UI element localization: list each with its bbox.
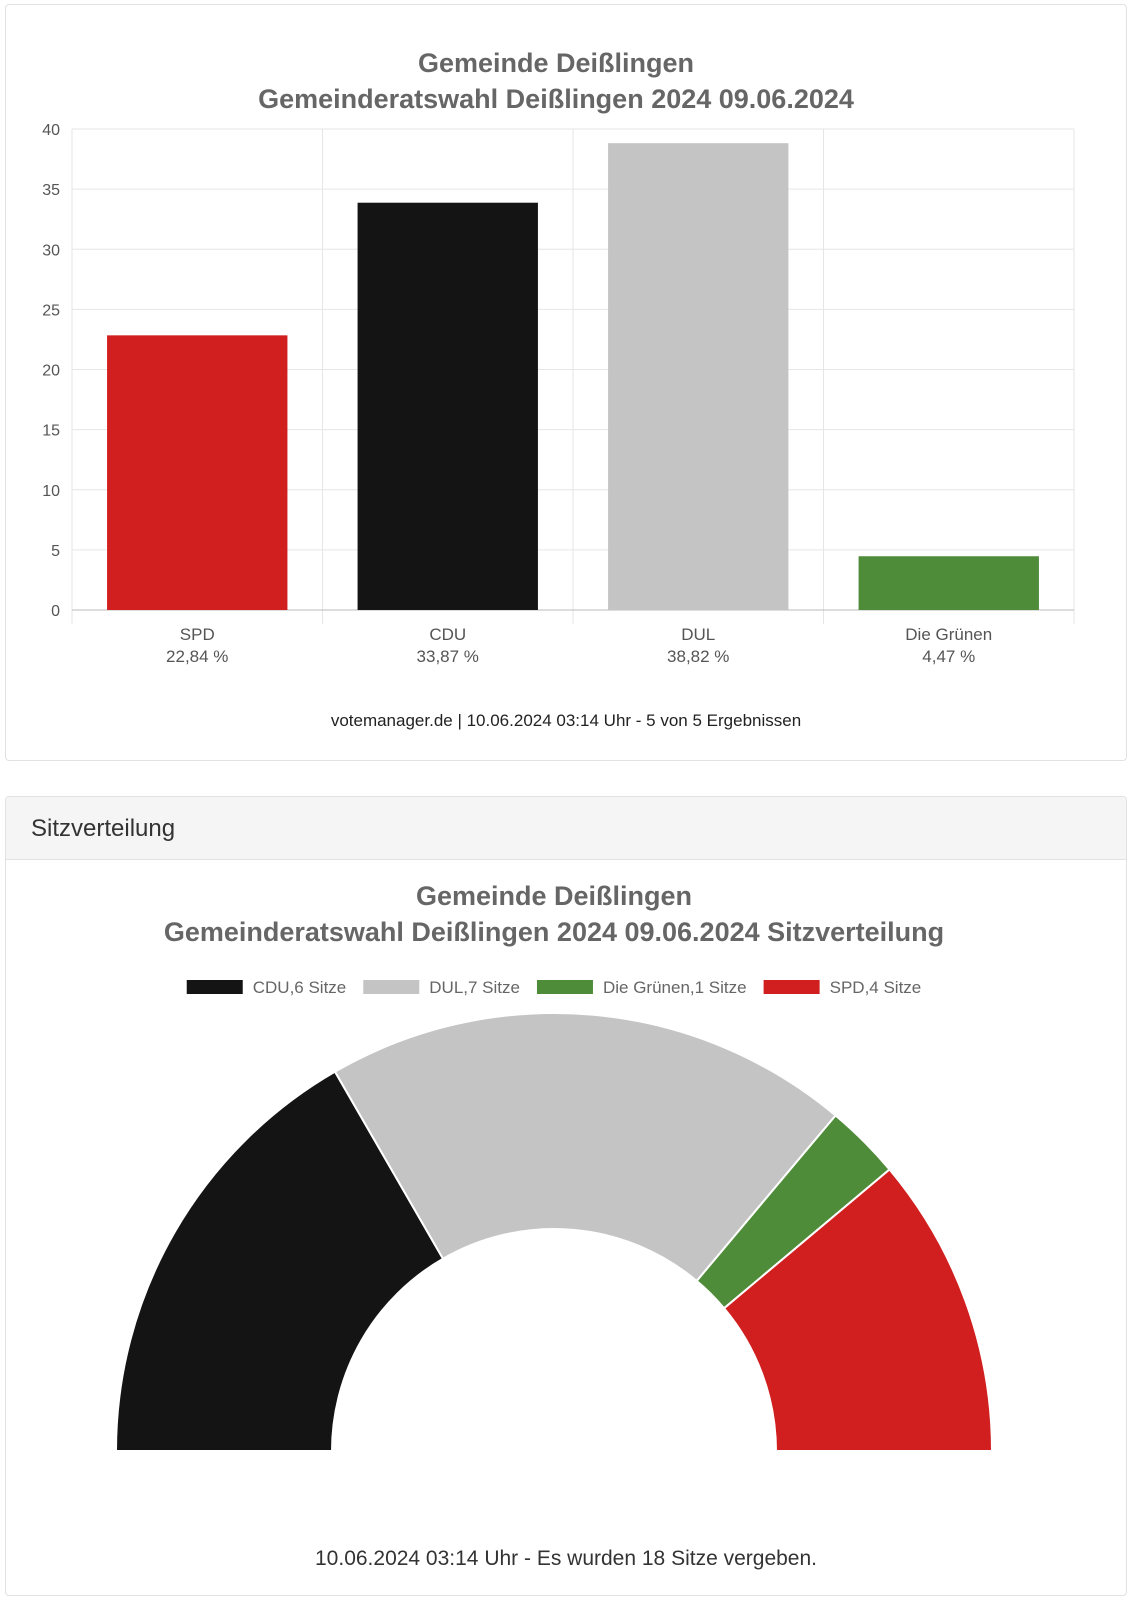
bar-chart-title: Gemeinde Deißlingen (418, 48, 694, 78)
bar-cdu[interactable] (357, 202, 538, 610)
y-tick-label: 15 (42, 423, 60, 440)
bar-dul[interactable] (608, 143, 789, 610)
legend-swatch[interactable] (536, 980, 593, 994)
bar-spd[interactable] (107, 335, 288, 610)
seat-distribution-card: Sitzverteilung Gemeinde Deißlingen Gemei… (5, 796, 1127, 1596)
legend-swatch[interactable] (363, 980, 420, 994)
bar-value-label: 33,87 % (417, 647, 479, 666)
x-tick-label: DUL (681, 625, 715, 644)
y-tick-label: 10 (42, 483, 60, 500)
y-tick-label: 20 (42, 363, 60, 380)
y-tick-label: 40 (42, 122, 60, 139)
seat-slice-spd[interactable] (722, 1168, 994, 1452)
y-tick-label: 30 (42, 242, 60, 259)
legend-swatch[interactable] (763, 980, 820, 994)
seat-chart-title: Gemeinde Deißlingen (416, 881, 692, 911)
seat-chart-footer: 10.06.2024 03:14 Uhr - Es wurden 18 Sitz… (315, 1547, 817, 1570)
bar-chart-footer: votemanager.de | 10.06.2024 03:14 Uhr - … (330, 711, 802, 730)
legend-label: DUL,7 Sitze (429, 978, 520, 997)
bar-value-label: 4,47 % (922, 647, 975, 666)
seat-chart-subtitle: Gemeinderatswahl Deißlingen 2024 09.06.2… (164, 917, 944, 947)
seat-slice-cdu[interactable] (114, 1070, 445, 1452)
bar-die-grünen[interactable] (858, 556, 1039, 610)
y-tick-label: 25 (42, 302, 60, 319)
bar-chart-card: Gemeinde Deißlingen Gemeinderatswahl Dei… (5, 4, 1127, 761)
bar-chart: Gemeinde Deißlingen Gemeinderatswahl Dei… (42, 48, 1075, 666)
card-header-title: Sitzverteilung (31, 815, 176, 842)
x-tick-label: SPD (180, 625, 215, 644)
legend-label: Die Grünen,1 Sitze (603, 978, 747, 997)
legend-label: CDU,6 Sitze (253, 978, 347, 997)
seat-slice-dul[interactable] (333, 1012, 837, 1283)
seat-chart: Gemeinde Deißlingen Gemeinderatswahl Dei… (114, 881, 994, 1452)
x-tick-label: CDU (429, 625, 466, 644)
y-tick-label: 0 (51, 603, 60, 620)
legend-swatch[interactable] (186, 980, 243, 994)
bar-value-label: 22,84 % (166, 647, 228, 666)
y-tick-label: 35 (42, 182, 60, 199)
legend-label: SPD,4 Sitze (830, 978, 922, 997)
bar-chart-subtitle: Gemeinderatswahl Deißlingen 2024 09.06.2… (258, 84, 854, 114)
x-tick-label: Die Grünen (905, 625, 992, 644)
card-header: Sitzverteilung (6, 797, 1126, 860)
bar-value-label: 38,82 % (667, 647, 729, 666)
y-tick-label: 5 (51, 543, 60, 560)
